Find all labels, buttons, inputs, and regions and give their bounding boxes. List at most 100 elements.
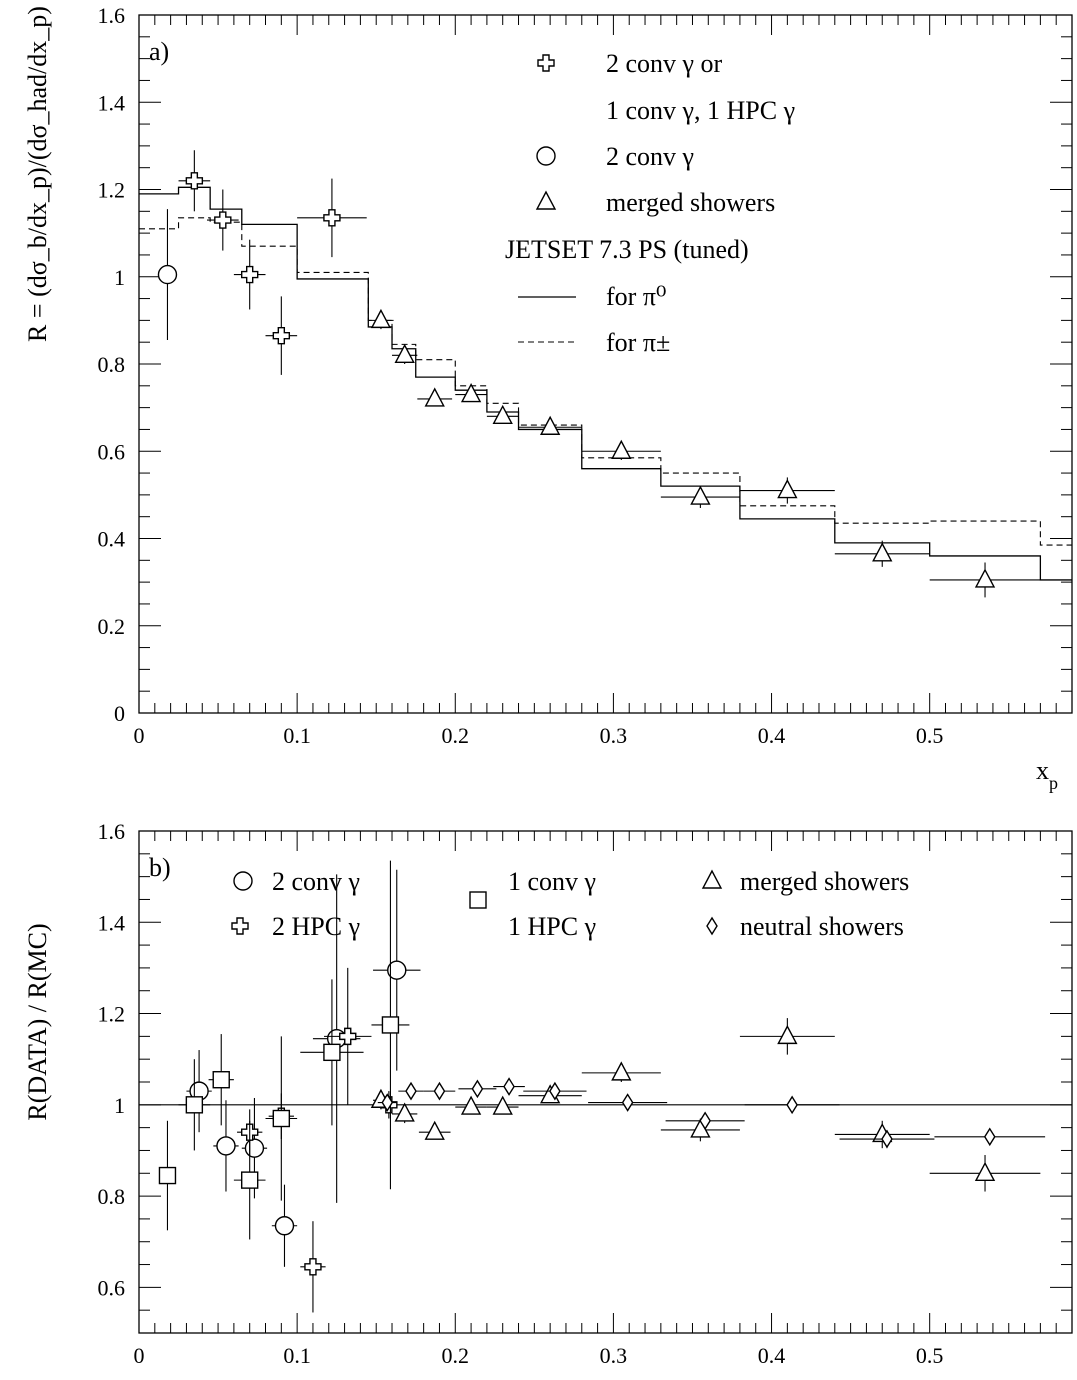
- data-point-diamond: [786, 1095, 798, 1115]
- data-point-triangle: [777, 1024, 798, 1045]
- data-point-triangle: [690, 485, 711, 505]
- data-point-square: [212, 1071, 230, 1089]
- legend-label-cross-2: 1 conv γ, 1 HPC γ: [606, 96, 795, 125]
- y-tick-label: 1.2: [98, 178, 126, 203]
- data-point-triangle: [974, 568, 996, 588]
- panel-b: 0 0.1 0.2 0.3 0.4 0.5 0.6 0.8 1 1.2 1.4 1.6 xp b) R(DA…: [23, 819, 1073, 1380]
- data-point-diamond: [503, 1077, 515, 1096]
- y-tick-label: 0.6: [98, 1275, 126, 1300]
- x-axis-label: xp: [1036, 1376, 1058, 1380]
- data-point-triangle: [611, 1061, 632, 1081]
- legend-marker-cross: [537, 54, 555, 72]
- y-tick-label: 0.2: [98, 614, 126, 639]
- series-circle: [157, 209, 178, 341]
- data-point-diamond: [471, 1079, 484, 1099]
- legend-label-circle: 2 conv γ: [606, 142, 694, 171]
- legend-label-cross-1: 2 conv γ or: [606, 49, 723, 78]
- series-square: [158, 860, 410, 1240]
- series-cross: [237, 967, 398, 1313]
- data-point-circle: [157, 264, 178, 285]
- y-tick-label: 0.8: [98, 352, 126, 377]
- data-point-square: [323, 1043, 341, 1062]
- legend-marker-diamond: [706, 916, 718, 936]
- panel-label: b): [149, 853, 171, 882]
- data-point-diamond: [881, 1129, 893, 1149]
- y-tick-label: 0: [114, 701, 125, 726]
- y-axis-label: R(DATA) / R(MC): [23, 923, 52, 1120]
- x-tick-label: 0.2: [442, 1343, 470, 1368]
- legend-marker-triangle: [535, 190, 557, 210]
- data-point-cross: [272, 326, 291, 345]
- panel-a: 0 0.1 0.2 0.3 0.4 0.5 0 0.2 0.4 0.6 0.8 1 1.2 1.4 1.6 x…: [23, 3, 1073, 793]
- x-tick-label: 0.1: [283, 723, 311, 748]
- legend-label-circle: 2 conv γ: [272, 867, 360, 896]
- data-point-square: [158, 1166, 177, 1185]
- x-tick-label: 0.3: [600, 1343, 628, 1368]
- series-triangle: [370, 1018, 1041, 1192]
- data-point-diamond: [621, 1093, 634, 1112]
- data-point-triangle: [492, 404, 513, 425]
- data-point-square: [240, 1171, 259, 1189]
- legend-label-triangle: merged showers: [606, 188, 775, 217]
- legend-label-square-2: 1 HPC γ: [508, 912, 596, 941]
- data-point-triangle: [394, 343, 415, 363]
- data-point-diamond: [405, 1081, 417, 1101]
- data-point-circle: [216, 1136, 236, 1156]
- y-tick-label: 1: [114, 265, 125, 290]
- x-tick-label: 0.4: [758, 1343, 786, 1368]
- y-axis-label: R = (dσ_b/dx_p)/(dσ_had/dx_p): [23, 6, 52, 342]
- x-axis-label: xp: [1036, 756, 1058, 793]
- plot-frame: [138, 830, 1073, 1334]
- legend-marker-circle: [233, 871, 253, 891]
- series-cross: [178, 150, 367, 375]
- legend-label-cross: 2 HPC γ: [272, 912, 360, 941]
- legend-b: 2 conv γ 2 HPC γ 1 conv γ 1 HPC γ merged sho…: [231, 867, 909, 941]
- y-tick-label: 1.6: [98, 819, 126, 844]
- x-tick-label: 0.4: [758, 723, 786, 748]
- data-point-triangle: [394, 1102, 415, 1122]
- data-point-triangle: [974, 1161, 996, 1181]
- data-point-cross: [323, 209, 341, 227]
- data-point-square: [381, 1016, 400, 1034]
- legend-a: 2 conv γ or 1 conv γ, 1 HPC γ 2 conv γ merg…: [505, 49, 795, 357]
- data-point-circle: [244, 1138, 265, 1158]
- y-tick-label: 1: [114, 1093, 125, 1118]
- data-point-triangle: [370, 308, 392, 329]
- x-tick-label: 0.1: [283, 1343, 311, 1368]
- panel-label: a): [149, 37, 169, 66]
- x-tick-label: 0: [134, 1343, 145, 1368]
- data-point-cross: [240, 265, 259, 284]
- data-point-circle: [274, 1216, 295, 1236]
- data-point-triangle: [460, 383, 482, 403]
- y-tick-label: 1.4: [98, 910, 126, 935]
- y-tick-label: 0.6: [98, 439, 126, 464]
- data-point-triangle: [539, 415, 561, 435]
- legend-label-square-1: 1 conv γ: [508, 867, 596, 896]
- y-tick-label: 1.2: [98, 1002, 126, 1027]
- data-point-triangle: [611, 439, 632, 459]
- data-point-circle: [387, 960, 407, 980]
- data-point-cross: [304, 1258, 322, 1276]
- legend-label-dashed: for π±: [606, 328, 670, 357]
- series-diamond: [377, 1077, 1046, 1149]
- data-point-diamond: [549, 1081, 561, 1101]
- data-point-triangle: [492, 1095, 513, 1115]
- legend-mc-title: JETSET 7.3 PS (tuned): [505, 235, 749, 264]
- y-tick-label: 1.4: [98, 90, 126, 115]
- legend-label-diamond: neutral showers: [740, 912, 904, 941]
- data-point-triangle: [424, 1120, 445, 1140]
- data-point-square: [272, 1109, 291, 1128]
- legend-marker-circle: [536, 146, 556, 166]
- legend-marker-cross: [231, 917, 249, 935]
- mc-pipm-histogram: [139, 217, 1072, 546]
- data-point-diamond: [699, 1111, 711, 1131]
- data-point-cross: [185, 172, 204, 190]
- data-point-cross: [339, 1027, 357, 1046]
- x-tick-label: 0.5: [916, 723, 944, 748]
- data-point-diamond: [433, 1081, 446, 1101]
- data-point-square: [185, 1096, 204, 1114]
- legend-marker-triangle: [701, 869, 723, 889]
- x-tick-label: 0: [134, 723, 145, 748]
- x-tick-label: 0.2: [442, 723, 470, 748]
